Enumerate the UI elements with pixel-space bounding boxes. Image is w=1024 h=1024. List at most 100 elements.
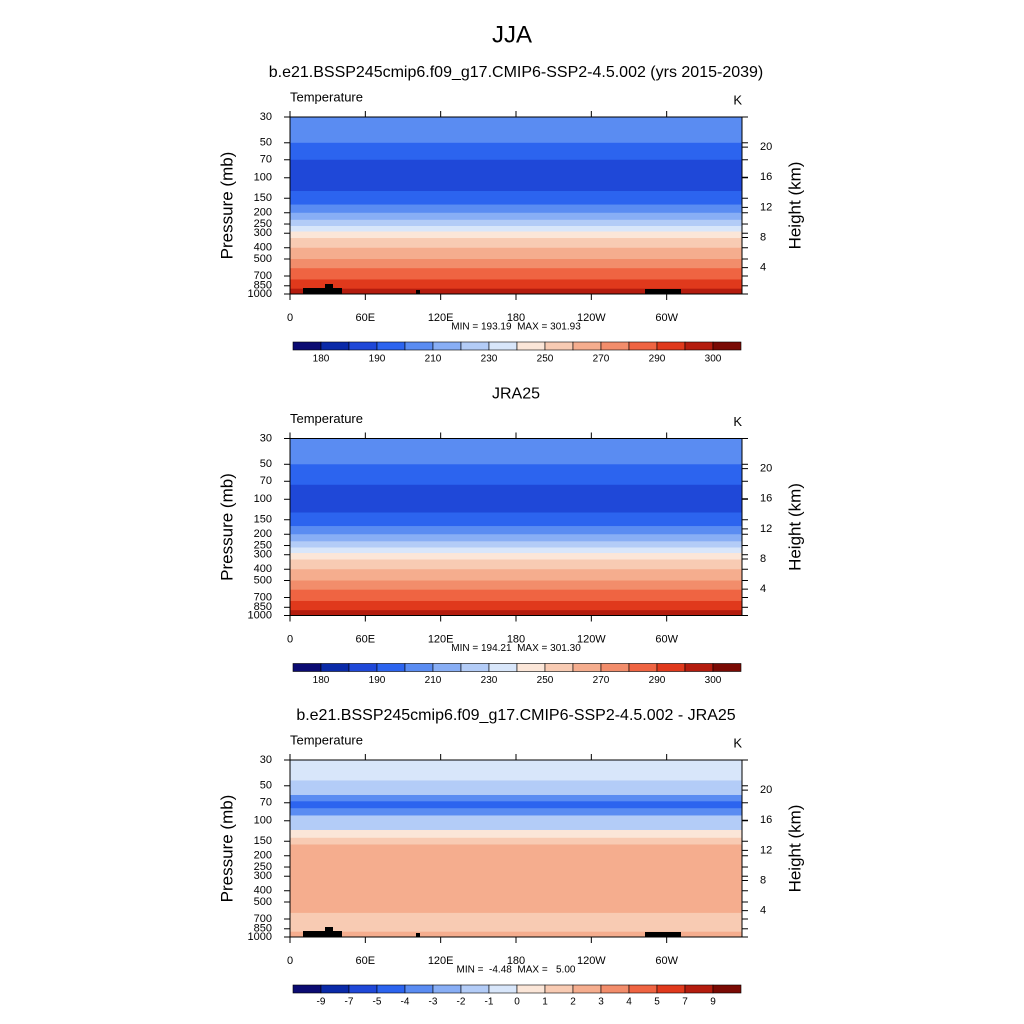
colorbar-box xyxy=(292,341,322,351)
colorbar-box xyxy=(348,341,378,351)
field-band xyxy=(290,464,742,486)
y-tick-label: 400 xyxy=(254,563,272,575)
x-tick-label: 120W xyxy=(577,955,606,967)
x-tick-label: 180 xyxy=(507,633,525,645)
field-band xyxy=(290,829,742,839)
colorbar-box xyxy=(712,984,742,994)
colorbar-box xyxy=(488,663,518,672)
field-band xyxy=(290,191,742,206)
y-tick-label: 100 xyxy=(254,172,272,184)
y2-tick-label: 12 xyxy=(760,523,772,535)
x-tick-label: 120E xyxy=(428,955,454,967)
stats: MIN = 194.21 MAX = 301.30 xyxy=(451,643,581,654)
colorbar-label: 190 xyxy=(369,675,386,686)
field-band xyxy=(290,600,742,611)
x-tick-label: 0 xyxy=(287,955,293,967)
colorbar-box xyxy=(516,663,546,672)
field-band xyxy=(290,238,742,249)
colorbar-label: -3 xyxy=(429,997,438,1008)
y2-tick-label: 20 xyxy=(760,141,772,153)
field-band xyxy=(290,288,742,295)
colorbar-box xyxy=(516,984,546,994)
field-band xyxy=(290,219,742,227)
colorbar-label: -4 xyxy=(401,997,410,1008)
colorbar-label: 300 xyxy=(705,675,722,686)
field-band xyxy=(290,801,742,809)
colorbar-label: 180 xyxy=(313,675,330,686)
x-tick-label: 60W xyxy=(655,633,678,645)
topography xyxy=(303,288,342,294)
panel-title: b.e21.BSSP245cmip6.f09_g17.CMIP6-SSP2-4.… xyxy=(269,64,764,81)
y-tick-label: 1000 xyxy=(248,609,272,621)
colorbar-box xyxy=(432,984,462,994)
colorbar-label: 270 xyxy=(593,675,610,686)
right-label: K xyxy=(733,735,742,750)
y-tick-label: 150 xyxy=(254,514,272,526)
y2-tick-label: 4 xyxy=(760,905,766,917)
y-tick-label: 50 xyxy=(260,458,272,470)
topography xyxy=(645,932,681,937)
colorbar-box xyxy=(684,984,714,994)
colorbar-box xyxy=(376,984,406,994)
colorbar-box xyxy=(460,663,490,672)
colorbar-label: 230 xyxy=(481,675,498,686)
topography xyxy=(416,933,420,937)
panel-title: JRA25 xyxy=(492,386,540,403)
field-band xyxy=(290,844,742,914)
x-tick-label: 0 xyxy=(287,633,293,645)
colorbar-box xyxy=(320,984,350,994)
colorbar-box xyxy=(376,341,406,351)
y2-tick-label: 4 xyxy=(760,262,766,274)
y-tick-label: 70 xyxy=(260,797,272,809)
colorbar-label: -5 xyxy=(373,997,382,1008)
colorbar-box xyxy=(292,984,322,994)
colorbar-box xyxy=(544,341,574,351)
y2-tick-label: 16 xyxy=(760,814,772,826)
y-tick-label: 250 xyxy=(254,218,272,230)
field-band xyxy=(290,808,742,816)
colorbar-label: 1 xyxy=(542,997,548,1008)
y2-tick-label: 12 xyxy=(760,201,772,213)
colorbar-label: 250 xyxy=(537,354,554,365)
y-tick-label: 150 xyxy=(254,835,272,847)
colorbar-box xyxy=(656,984,686,994)
y-tick-label: 400 xyxy=(254,242,272,254)
y2-tick-label: 8 xyxy=(760,874,766,886)
colorbar-box xyxy=(628,341,658,351)
y2-tick-label: 16 xyxy=(760,493,772,505)
field-band xyxy=(290,815,742,831)
x-tick-label: 120E xyxy=(428,633,454,645)
y-tick-label: 1000 xyxy=(248,931,272,943)
left-label: Temperature xyxy=(290,411,363,426)
y-tick-label: 500 xyxy=(254,896,272,908)
colorbar-box xyxy=(488,984,518,994)
field-band xyxy=(290,780,742,796)
y2-tick-label: 16 xyxy=(760,171,772,183)
panel-title: b.e21.BSSP245cmip6.f09_g17.CMIP6-SSP2-4.… xyxy=(296,707,735,724)
x-tick-label: 180 xyxy=(507,312,525,324)
y-tick-label: 300 xyxy=(254,870,272,882)
field-band xyxy=(290,610,742,616)
colorbar-label: 5 xyxy=(654,997,660,1008)
colorbar-label: 290 xyxy=(649,675,666,686)
left-label: Temperature xyxy=(290,89,363,104)
left-label: Temperature xyxy=(290,732,363,747)
colorbar-label: 0 xyxy=(514,997,520,1008)
y2-axis-label: Height (km) xyxy=(785,162,804,250)
topography xyxy=(645,289,681,294)
stats: MIN = -4.48 MAX = 5.00 xyxy=(457,965,576,976)
field-band xyxy=(290,279,742,290)
y-tick-label: 250 xyxy=(254,861,272,873)
colorbar-box xyxy=(656,663,686,672)
colorbar-label: 210 xyxy=(425,675,442,686)
colorbar-label: -1 xyxy=(485,997,494,1008)
colorbar-box xyxy=(376,663,406,672)
field-band xyxy=(290,534,742,542)
field-band xyxy=(290,159,742,192)
colorbar-label: 210 xyxy=(425,354,442,365)
colorbar-label: -7 xyxy=(345,997,354,1008)
field-band xyxy=(290,580,742,591)
field-band xyxy=(290,541,742,549)
y-tick-label: 200 xyxy=(254,207,272,219)
y-tick-label: 1000 xyxy=(248,288,272,300)
